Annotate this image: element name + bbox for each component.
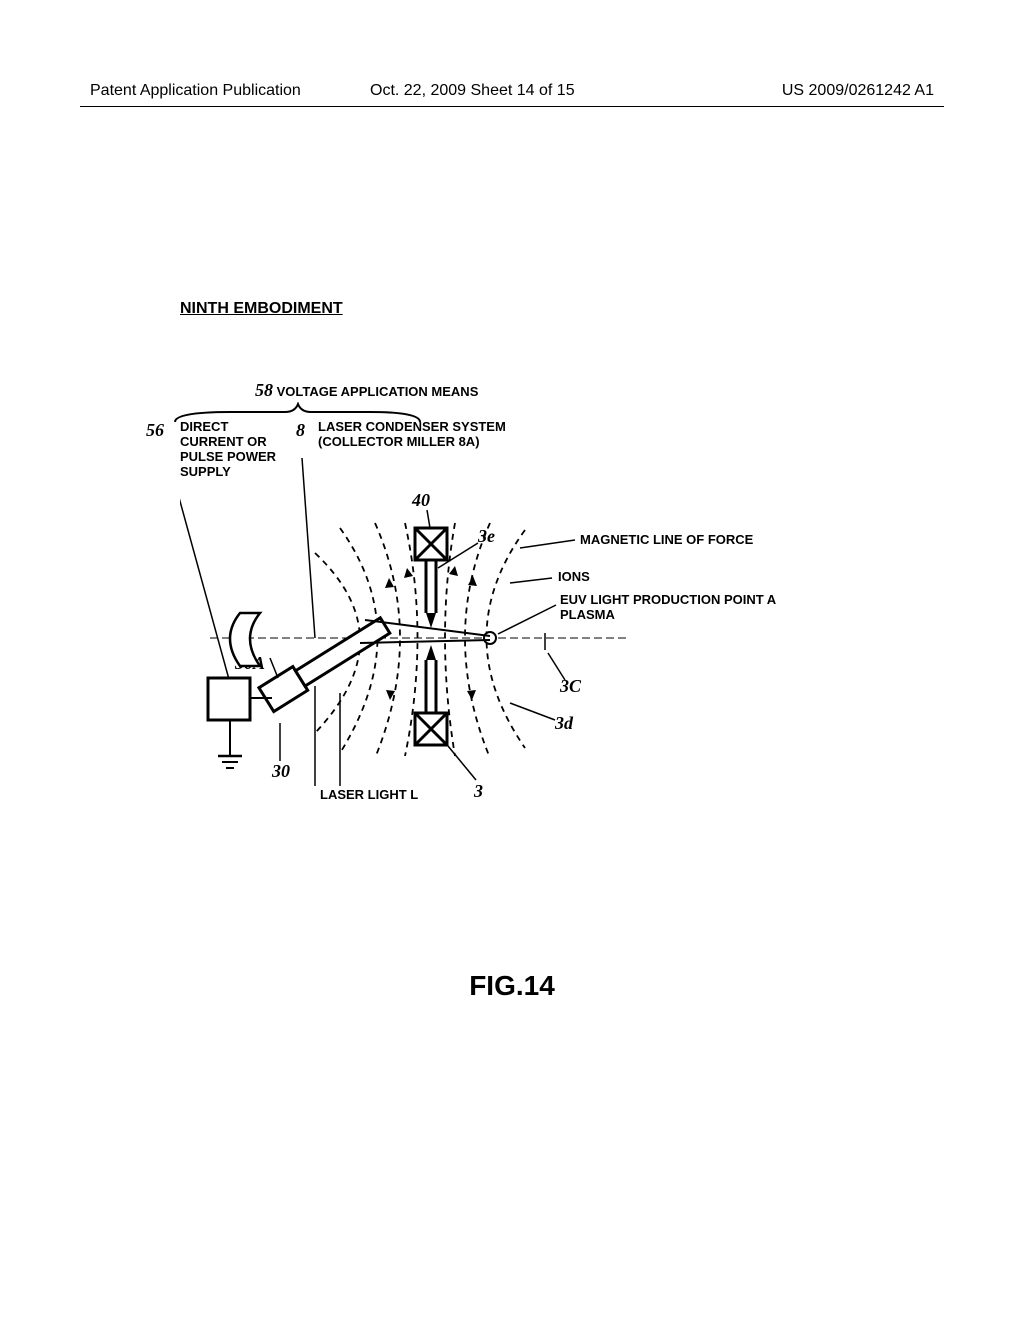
header-divider <box>80 106 944 107</box>
label-56: 56 <box>146 420 164 441</box>
header-left: Patent Application Publication <box>90 82 301 100</box>
section-title: NINTH EMBODIMENT <box>180 300 924 318</box>
figure-caption: FIG.14 <box>0 970 1024 1002</box>
header-center: Oct. 22, 2009 Sheet 14 of 15 <box>370 82 575 100</box>
diagram-svg <box>180 388 880 818</box>
figure-content: NINTH EMBODIMENT 58 VOLTAGE APPLICATION … <box>180 300 924 888</box>
header-right: US 2009/0261242 A1 <box>782 82 934 100</box>
figure-area: 58 VOLTAGE APPLICATION MEANS 56 DIRECT C… <box>180 388 880 888</box>
